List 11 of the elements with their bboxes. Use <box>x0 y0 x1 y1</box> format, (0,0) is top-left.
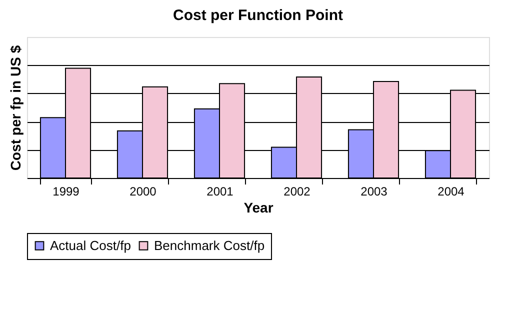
x-tick-label: 1999 <box>52 184 80 198</box>
x-tick-label: 2004 <box>438 184 465 198</box>
x-axis-title: Year <box>244 200 274 216</box>
x-tick-label: 2000 <box>130 184 157 198</box>
x-tick-label: 2003 <box>360 184 388 198</box>
legend-label: Benchmark Cost/fp <box>154 238 265 253</box>
chart-title: Cost per Function Point <box>173 7 343 24</box>
x-tick-label: 2002 <box>284 184 311 198</box>
x-tick-label: 2001 <box>206 184 234 198</box>
legend-label: Actual Cost/fp <box>50 238 131 253</box>
y-axis-title: Cost per fp in US $ <box>8 45 24 171</box>
